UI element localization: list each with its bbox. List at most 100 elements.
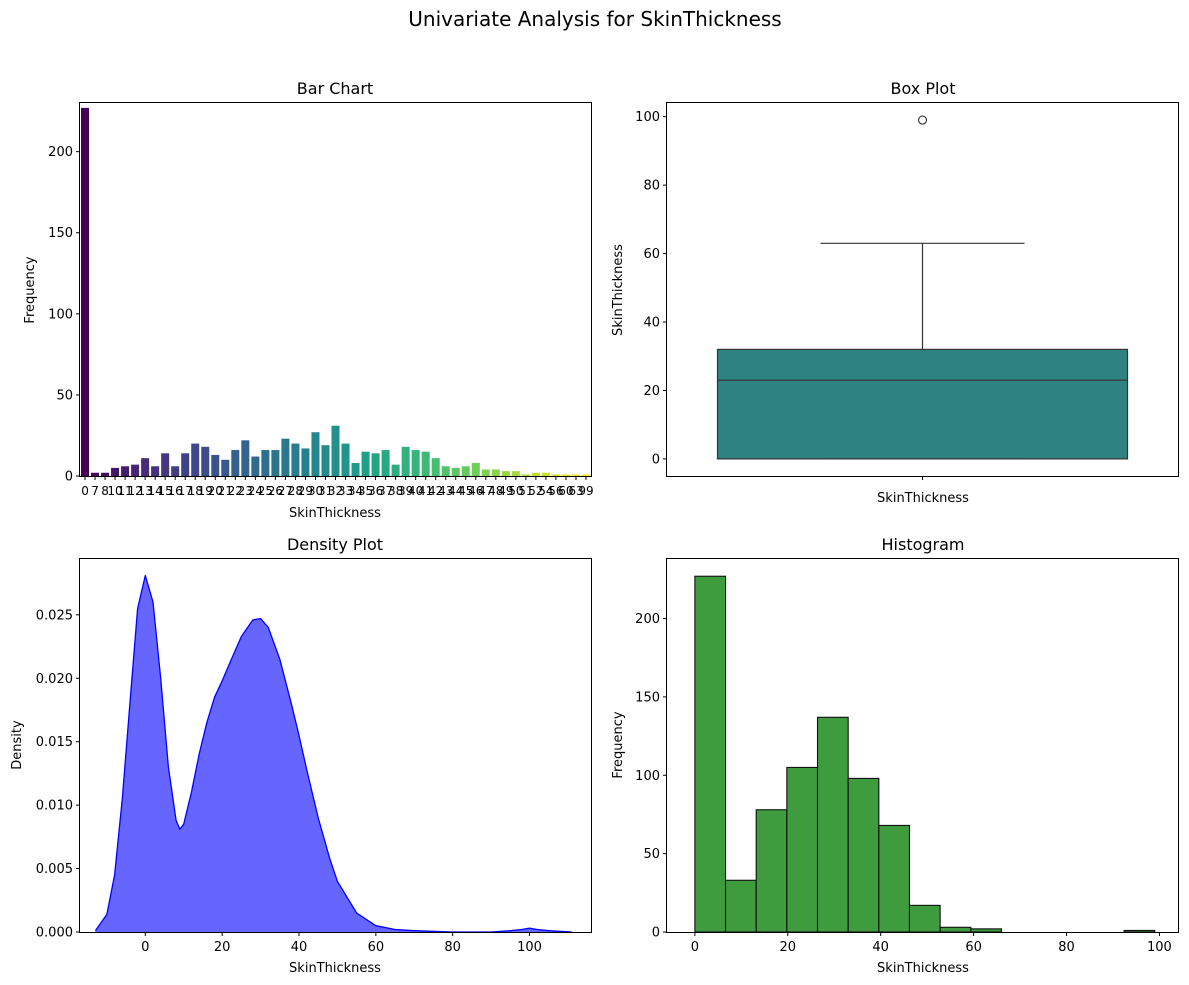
histogram-bar — [908, 904, 941, 933]
box-plot-xlabel: SkinThickness — [877, 491, 969, 506]
density-plot-ytick-label: 0.000 — [36, 926, 73, 941]
density-plot-title: Density Plot — [287, 535, 383, 554]
bar-chart-xtick-label: 34 — [348, 484, 363, 498]
bar-chart-xtick-label: 24 — [248, 484, 263, 498]
bar-chart-xtick-label: 14 — [148, 484, 163, 498]
bar — [561, 474, 570, 476]
bar-chart-xtick-label: 60 — [558, 484, 573, 498]
box-plot-ytick-label: 100 — [635, 110, 660, 125]
histogram-ytick-label: 150 — [635, 690, 660, 705]
bar-chart-xtick-label: 49 — [498, 484, 513, 498]
bar-chart-xtick-label: 16 — [168, 484, 183, 498]
bar-chart-xtick-label: 19 — [198, 484, 213, 498]
bar-chart-xtick-label: 18 — [188, 484, 203, 498]
bar-chart-xtick-label: 51 — [518, 484, 533, 498]
box — [716, 348, 1129, 460]
bar — [391, 464, 400, 476]
bar-chart-xtick-label: 27 — [278, 484, 293, 498]
bar — [281, 438, 290, 476]
bar — [331, 425, 340, 476]
bar-chart-title: Bar Chart — [297, 79, 373, 98]
bar-chart-xtick-label: 52 — [528, 484, 543, 498]
density-plot-xlabel: SkinThickness — [289, 961, 381, 976]
density-plot-frame — [79, 558, 592, 933]
bar — [461, 466, 470, 476]
bar — [371, 453, 380, 476]
bar — [121, 466, 130, 476]
bar-chart-xtick-label: 40 — [408, 484, 423, 498]
bar — [531, 472, 540, 476]
histogram-ylabel: Frequency — [611, 711, 626, 778]
outlier-point — [917, 115, 928, 125]
bar-chart-ylabel: Frequency — [23, 256, 38, 323]
bar-chart-xtick-label: 41 — [418, 484, 433, 498]
bar-chart-xtick-label: 45 — [458, 484, 473, 498]
bar-chart-xtick-label: 50 — [508, 484, 523, 498]
bar — [341, 443, 350, 476]
box-plot-ytick-label: 80 — [643, 179, 660, 194]
density-plot-xtick-label: 80 — [444, 940, 461, 955]
bar-chart-plot-area — [81, 107, 590, 476]
bar-chart-xtick-label: 35 — [358, 484, 373, 498]
bar — [501, 471, 510, 476]
bar — [111, 467, 120, 476]
bar — [171, 466, 180, 476]
box-plot-ytick-label: 60 — [643, 247, 660, 262]
bar-chart-panel: Bar Chart 0 7 8101112131415161718192021222… — [23, 79, 594, 521]
histogram-axes: 0 20 40 60 80 100 0 50 100 150 200 — [635, 612, 1172, 955]
bar — [361, 451, 370, 476]
density-plot-xtick-label: 0 — [141, 940, 149, 955]
bar-chart-xtick-label: 39 — [398, 484, 413, 498]
histogram-bar — [694, 575, 727, 933]
box-plot-ytick-label: 40 — [643, 316, 660, 331]
bar — [451, 467, 460, 476]
bar-chart-xtick-label: 13 — [137, 484, 152, 498]
bar — [301, 448, 310, 476]
box-plot-title: Box Plot — [891, 79, 956, 98]
histogram-ytick-label: 100 — [635, 769, 660, 784]
bar-chart-xtick-label: 29 — [298, 484, 313, 498]
figure-suptitle: Univariate Analysis for SkinThickness — [408, 7, 781, 31]
box-plot-ytick-label: 20 — [643, 384, 660, 399]
bar-chart-xtick-label: 48 — [488, 484, 503, 498]
bar-chart-xtick-label: 99 — [578, 484, 593, 498]
density-plot-xtick-label: 100 — [517, 940, 542, 955]
bar — [401, 446, 410, 476]
histogram-bar — [878, 824, 911, 933]
bar-chart-xtick-label: 12 — [127, 484, 142, 498]
bar-chart-xtick-label: 21 — [218, 484, 233, 498]
density-plot-xtick-label: 20 — [214, 940, 231, 955]
bar — [491, 469, 500, 476]
density-plot-xtick-label: 40 — [291, 940, 308, 955]
bar — [261, 450, 270, 476]
histogram-bar — [939, 926, 972, 933]
bar — [91, 472, 100, 476]
box-plot-frame — [666, 102, 1179, 477]
bar-chart-xtick-label: 30 — [308, 484, 323, 498]
bar — [441, 466, 450, 476]
histogram-bar — [970, 928, 1003, 933]
bar-chart-axes: 0 7 81011121314151617181920212223242526272… — [48, 145, 593, 498]
density-plot-ytick-label: 0.005 — [36, 862, 73, 877]
density-plot-panel: Density Plot 0 20 40 60 80 100 0.000 0.005 0.010… — [10, 535, 592, 976]
bar — [201, 446, 210, 476]
bar-chart-xtick-label: 7 — [91, 484, 99, 498]
histogram-xtick-label: 100 — [1147, 940, 1172, 955]
bar — [161, 453, 170, 476]
histogram-xlabel: SkinThickness — [877, 961, 969, 976]
bar — [581, 474, 590, 476]
bar-chart-xtick-label: 15 — [158, 484, 173, 498]
bar — [481, 469, 490, 476]
histogram-bar — [724, 879, 757, 933]
bar — [471, 463, 480, 476]
box-plot-ytick-label: 0 — [652, 452, 660, 467]
bar-chart-xtick-label: 11 — [117, 484, 132, 498]
bar — [141, 458, 150, 476]
box-plot-ylabel: SkinThickness — [611, 244, 626, 336]
histogram-xtick-label: 0 — [691, 940, 699, 955]
bar-chart-xtick-label: 8 — [101, 484, 109, 498]
histogram-ytick-label: 0 — [652, 926, 660, 941]
density-plot-ylabel: Density — [10, 720, 25, 770]
bar-chart-xtick-label: 32 — [328, 484, 343, 498]
